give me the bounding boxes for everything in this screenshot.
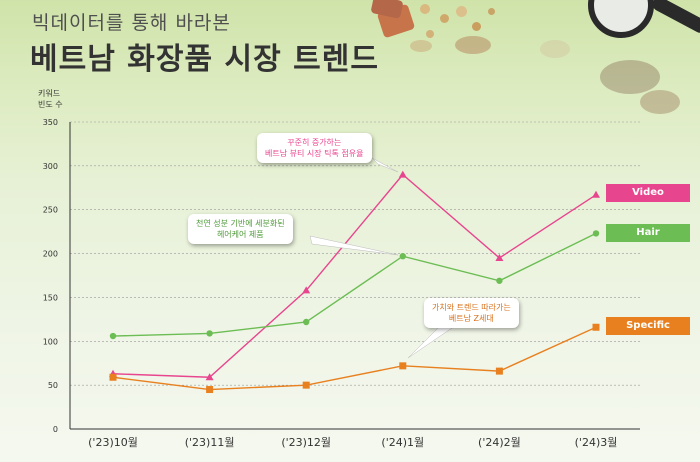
x-tick-label: ('24)1월 — [381, 436, 424, 449]
powder-dust-decoration — [600, 60, 660, 94]
x-tick-label: ('23)12월 — [281, 436, 331, 449]
y-axis-caption: 키워드 빈도 수 — [38, 88, 63, 110]
y-tick-label: 100 — [43, 337, 58, 346]
data-point-hair — [399, 253, 406, 260]
data-point-video — [205, 373, 214, 381]
x-tick-label: ('24)3월 — [575, 436, 618, 449]
data-point-specific — [495, 367, 503, 375]
pearl-bead-decoration — [420, 4, 430, 14]
x-tick-label: ('24)2월 — [478, 436, 521, 449]
page-title: 베트남 화장품 시장 트렌드 — [30, 42, 379, 77]
page-subtitle: 빅데이터를 통해 바라본 — [32, 12, 231, 34]
callout-line: 꾸준히 증가하는 — [287, 138, 342, 147]
pearl-bead-decoration — [488, 8, 495, 15]
data-point-specific — [592, 323, 600, 331]
y-tick-label: 50 — [48, 381, 58, 390]
data-point-video — [592, 190, 600, 198]
data-point-video — [495, 253, 504, 261]
x-tick-label: ('23)11월 — [185, 436, 235, 449]
callout-line: 베트남 Z세대 — [448, 314, 494, 323]
pearl-bead-decoration — [472, 22, 481, 31]
callout-pointer — [407, 325, 453, 359]
data-point-hair — [496, 277, 503, 284]
data-point-video — [302, 286, 311, 294]
y-tick-label: 300 — [43, 162, 58, 171]
y-tick-label: 250 — [43, 206, 58, 215]
powder-dust-decoration — [455, 36, 491, 54]
data-point-specific — [109, 373, 117, 381]
pearl-bead-decoration — [426, 30, 434, 38]
legend-tag-specific: Specific — [606, 317, 690, 335]
callout-line: 헤어케어 제품 — [216, 230, 264, 239]
data-point-specific — [206, 386, 214, 394]
y-tick-label: 0 — [53, 425, 58, 434]
powder-dust-decoration — [640, 90, 680, 114]
legend-tag-video: Video — [606, 184, 690, 202]
data-point-specific — [302, 381, 310, 389]
x-tick-label: ('23)10월 — [88, 436, 138, 449]
data-point-hair — [592, 230, 600, 237]
y-axis-caption-line: 빈도 수 — [38, 100, 63, 109]
data-point-specific — [399, 362, 407, 370]
callout-video: 꾸준히 증가하는 베트남 뷰티 시장 틱톡 점유율 — [257, 133, 372, 163]
data-point-hair — [109, 332, 117, 340]
callout-line: 가치와 트렌드 따라가는 — [432, 303, 511, 312]
series-line-video — [112, 173, 597, 378]
callout-specific: 가치와 트렌드 따라가는 베트남 Z세대 — [424, 298, 519, 328]
series-line-specific — [112, 326, 597, 391]
series-line-hair — [112, 232, 597, 337]
pearl-bead-decoration — [456, 6, 467, 17]
data-point-video — [398, 170, 407, 178]
data-point-hair — [303, 318, 310, 326]
callout-line: 베트남 뷰티 시장 틱톡 점유율 — [265, 149, 364, 158]
y-axis-caption-line: 키워드 — [38, 89, 61, 98]
powder-dust-decoration — [410, 40, 432, 52]
callout-hair: 천연 성분 기반에 세분화된 헤어케어 제품 — [188, 214, 293, 244]
callout-line: 천연 성분 기반에 세분화된 — [196, 219, 285, 228]
powder-dust-decoration — [540, 40, 570, 58]
legend-tag-hair: Hair — [606, 224, 690, 242]
y-tick-label: 350 — [43, 118, 58, 127]
y-tick-label: 200 — [43, 250, 58, 259]
callout-pointer — [371, 157, 399, 173]
callout-pointer — [309, 235, 399, 256]
pearl-bead-decoration — [440, 14, 449, 23]
data-point-hair — [206, 330, 213, 337]
y-tick-label: 150 — [43, 293, 58, 302]
